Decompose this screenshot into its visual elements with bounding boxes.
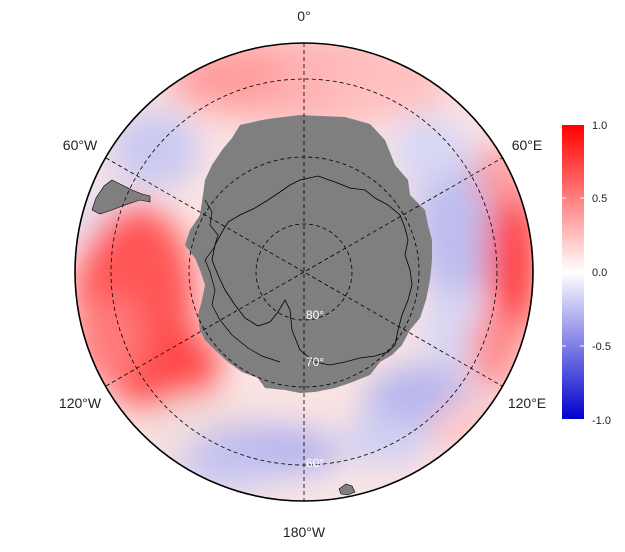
lon-label-180w: 180°W (283, 524, 326, 540)
lon-label-0: 0° (297, 8, 310, 24)
ocean-field (75, 43, 533, 501)
colorbar-gradient (562, 125, 584, 419)
lon-label-60w: 60°W (63, 137, 98, 153)
map-boundary (74, 42, 534, 502)
meridian-120w-60e (105, 157, 503, 387)
antarctica-land (185, 115, 432, 393)
lat-label-70: 70° (306, 355, 324, 369)
graticule (105, 43, 503, 501)
colorbar-ticks (562, 197, 584, 347)
colorbar-tick-0: 0.0 (592, 267, 607, 279)
lon-label-60e: 60°E (512, 137, 543, 153)
colorbar: 1.0 0.5 0.0 -0.5 -1.0 (562, 120, 611, 427)
parallel-80 (255, 223, 353, 321)
lat-label-60: 60° (306, 456, 324, 470)
lon-label-120w: 120°W (59, 395, 102, 411)
lon-label-120e: 120°E (508, 395, 546, 411)
meridian-60w-120e (105, 157, 503, 387)
anomaly-layer (75, 43, 533, 501)
small-island (338, 483, 356, 496)
anomaly-indian-negative (415, 145, 495, 305)
colorbar-tick-neg-0-5: -0.5 (592, 341, 611, 353)
anomaly-atlantic-negative (110, 110, 200, 190)
colorbar-tick-neg-1: -1.0 (592, 415, 611, 427)
lat-label-80: 80° (306, 308, 324, 322)
colorbar-tick-1: 1.0 (592, 120, 607, 132)
anomaly-east-indian-positive (487, 170, 533, 350)
coastline-west (204, 199, 281, 363)
colorbar-tick-0-5: 0.5 (592, 193, 607, 205)
